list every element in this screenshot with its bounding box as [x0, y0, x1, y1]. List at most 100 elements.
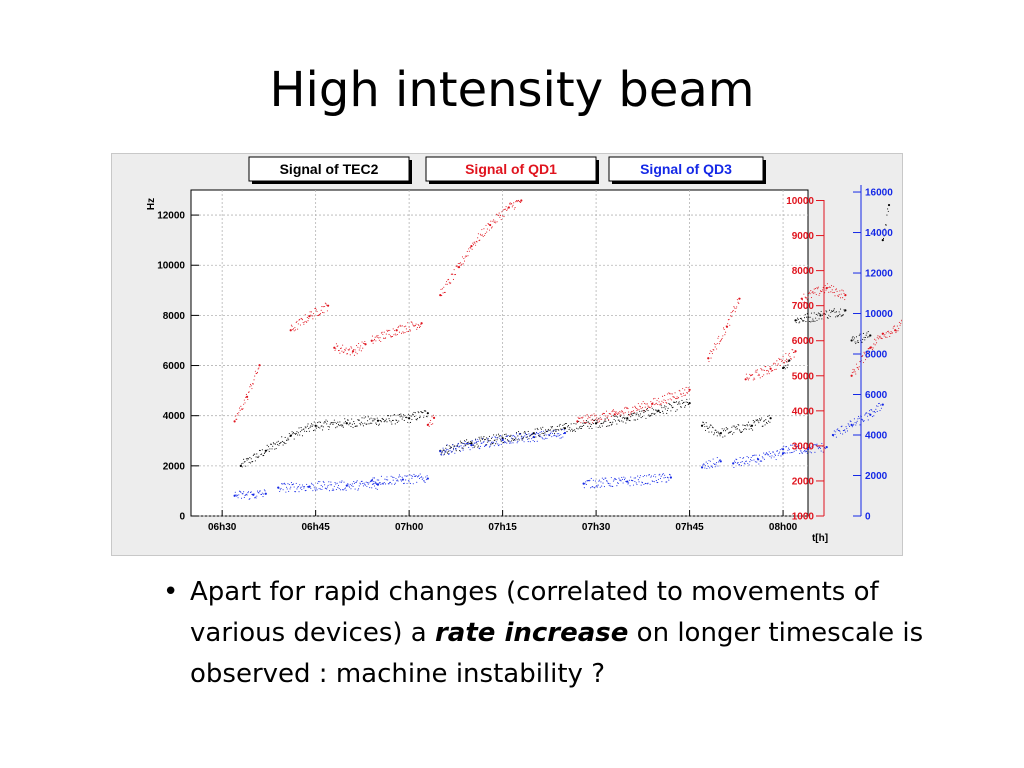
- scatter-dot: [871, 409, 873, 411]
- scatter-dot: [343, 351, 345, 353]
- scatter-dot: [380, 340, 382, 343]
- scatter-dot: [478, 436, 480, 438]
- scatter-dot: [665, 401, 667, 404]
- scatter-dot: [780, 358, 782, 360]
- scatter-dot: [386, 421, 388, 423]
- scatter-dot: [594, 415, 596, 417]
- scatter-dot: [885, 336, 887, 338]
- scatter-dot: [745, 425, 747, 427]
- scatter-dot: [398, 476, 400, 478]
- scatter-dot: [372, 483, 374, 485]
- scatter-dot: [740, 431, 743, 433]
- scatter-dot: [830, 285, 833, 287]
- scatter-dot: [535, 436, 537, 438]
- scatter-dot: [826, 311, 828, 313]
- scatter-dot: [781, 360, 783, 362]
- scatter-dot: [661, 407, 663, 409]
- scatter-dot: [659, 412, 662, 414]
- scatter-dot: [456, 265, 458, 267]
- scatter-dot: [868, 336, 870, 338]
- scatter-dot: [635, 477, 637, 479]
- scatter-dot: [612, 410, 614, 412]
- scatter-dot: [758, 418, 761, 420]
- scatter-dot: [468, 250, 470, 252]
- scatter-dot: [709, 460, 711, 462]
- scatter-dot: [554, 432, 556, 434]
- scatter-dot: [394, 330, 396, 332]
- scatter-dot: [468, 248, 470, 250]
- scatter-dot: [378, 424, 380, 426]
- scatter-dot: [359, 347, 361, 349]
- scatter-dot: [707, 465, 709, 468]
- scatter-dot: [566, 431, 568, 433]
- scatter-dot: [766, 453, 768, 455]
- scatter-dot: [713, 343, 716, 345]
- scatter-dot: [333, 485, 335, 487]
- scatter-dot: [738, 424, 740, 426]
- scatter-dot: [824, 285, 826, 287]
- scatter-dot: [397, 480, 399, 482]
- scatter-dot: [598, 418, 600, 420]
- scatter-dot: [450, 451, 452, 453]
- scatter-dot: [326, 304, 328, 306]
- scatter-dot: [826, 317, 828, 319]
- scatter-dot: [299, 431, 301, 433]
- scatter-dot: [368, 423, 370, 425]
- scatter-dot: [390, 475, 392, 477]
- scatter-dot: [806, 313, 808, 315]
- scatter-dot: [670, 393, 672, 395]
- scatter-dot: [416, 328, 418, 330]
- scatter-dot: [299, 487, 301, 489]
- scatter-dot: [803, 449, 806, 452]
- scatter-dot: [378, 337, 380, 339]
- scatter-dot: [272, 445, 274, 447]
- scatter-dot: [342, 489, 344, 491]
- scatter-dot: [590, 424, 592, 426]
- scatter-dot: [855, 363, 858, 365]
- scatter-dot: [418, 412, 420, 414]
- scatter-dot: [614, 415, 616, 417]
- scatter-dot: [824, 313, 826, 315]
- scatter-dot: [522, 438, 524, 440]
- scatter-dot: [632, 480, 634, 482]
- scatter-dot: [716, 435, 718, 437]
- scatter-dot: [522, 439, 524, 441]
- scatter-dot: [675, 401, 677, 403]
- scatter-dot: [329, 423, 331, 425]
- scatter-dot: [493, 445, 495, 447]
- scatter-dot: [578, 426, 581, 428]
- scatter-dot: [632, 415, 634, 417]
- scatter-dot: [301, 429, 303, 431]
- scatter-dot: [385, 483, 387, 485]
- scatter-dot: [592, 479, 594, 481]
- scatter-dot: [238, 407, 241, 409]
- scatter-dot: [717, 337, 719, 339]
- scatter-dot: [722, 430, 725, 432]
- left-tick-label: 8000: [163, 311, 186, 322]
- scatter-dot: [749, 459, 752, 461]
- scatter-dot: [492, 441, 494, 443]
- scatter-dot: [627, 408, 629, 410]
- data-point: [532, 432, 535, 435]
- scatter-dot: [481, 229, 483, 231]
- scatter-dot: [353, 481, 355, 483]
- scatter-dot: [560, 428, 562, 430]
- scatter-dot: [662, 473, 664, 475]
- scatter-dot: [475, 441, 477, 443]
- scatter-dot: [441, 454, 443, 456]
- scatter-dot: [549, 429, 551, 431]
- scatter-dot: [477, 446, 479, 448]
- scatter-dot: [567, 426, 569, 428]
- scatter-dot: [449, 450, 451, 452]
- scatter-dot: [618, 413, 620, 415]
- scatter-dot: [344, 487, 346, 489]
- scatter-dot: [602, 422, 604, 424]
- scatter-dot: [341, 480, 343, 482]
- scatter-dot: [708, 460, 710, 462]
- scatter-dot: [326, 486, 328, 488]
- scatter-dot: [898, 321, 900, 323]
- scatter-dot: [448, 453, 450, 455]
- scatter-dot: [633, 419, 635, 421]
- scatter-dot: [621, 410, 623, 413]
- scatter-dot: [292, 328, 295, 330]
